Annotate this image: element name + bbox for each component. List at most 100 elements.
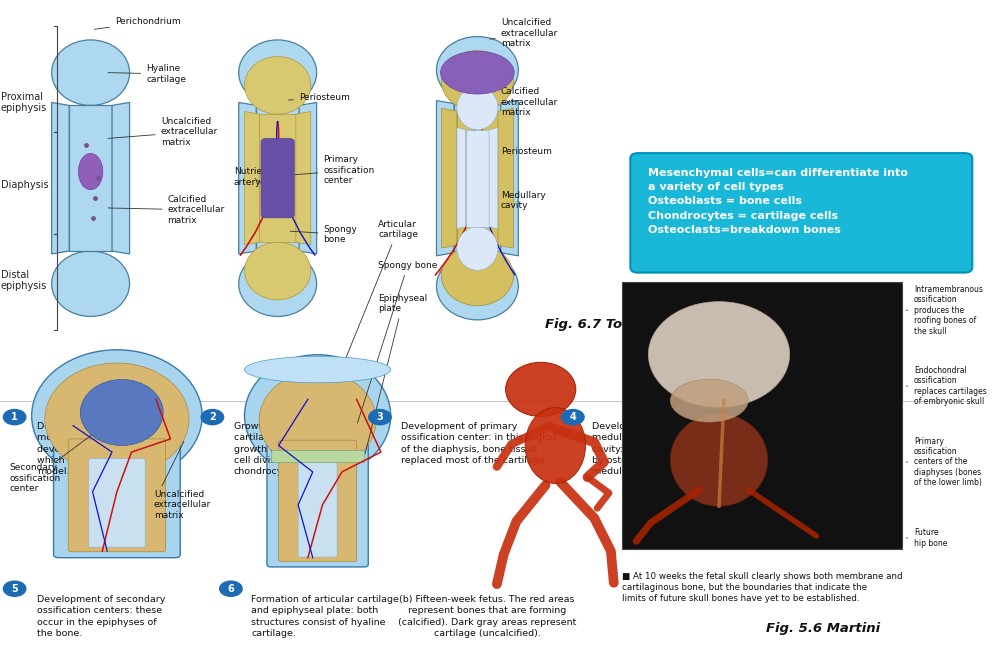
Text: Growth of
cartilage model:
growth occurs by
cell division of
chondrocytes.: Growth of cartilage model: growth occurs…: [234, 422, 316, 476]
Ellipse shape: [45, 363, 189, 475]
Text: 6: 6: [228, 583, 235, 594]
Polygon shape: [256, 106, 299, 251]
Polygon shape: [260, 114, 296, 242]
Ellipse shape: [52, 251, 130, 317]
Circle shape: [561, 409, 584, 425]
Text: Periosteum: Periosteum: [488, 147, 551, 156]
Ellipse shape: [437, 36, 518, 104]
Text: Distal
epiphysis: Distal epiphysis: [1, 270, 47, 291]
FancyBboxPatch shape: [271, 450, 365, 462]
Text: Diaphysis: Diaphysis: [1, 180, 49, 190]
Text: Secondary
ossification
center: Secondary ossification center: [10, 463, 61, 493]
Text: Perichondrium: Perichondrium: [94, 17, 181, 29]
FancyBboxPatch shape: [54, 432, 180, 558]
Ellipse shape: [32, 350, 202, 482]
Polygon shape: [457, 111, 498, 246]
Text: Primary
ossification
center: Primary ossification center: [295, 155, 375, 185]
Ellipse shape: [648, 302, 789, 407]
Ellipse shape: [52, 40, 130, 106]
Text: Primary
ossification
centers of the
diaphyses (bones
of the lower limb): Primary ossification centers of the diap…: [914, 437, 982, 487]
Text: ■ At 10 weeks the fetal skull clearly shows both membrane and
cartilaginous bone: ■ At 10 weeks the fetal skull clearly sh…: [621, 572, 902, 603]
Text: Calcified
extracellular
matrix: Calcified extracellular matrix: [490, 87, 558, 117]
Polygon shape: [437, 100, 454, 256]
Text: Fig. 6.7 Tortora: Fig. 6.7 Tortora: [544, 318, 659, 331]
Ellipse shape: [79, 154, 103, 190]
FancyBboxPatch shape: [630, 153, 972, 273]
Polygon shape: [52, 102, 69, 254]
Ellipse shape: [245, 356, 391, 383]
Polygon shape: [245, 112, 260, 245]
Polygon shape: [296, 112, 311, 245]
Ellipse shape: [441, 51, 514, 94]
Polygon shape: [500, 100, 518, 256]
Polygon shape: [498, 108, 513, 248]
FancyBboxPatch shape: [261, 139, 295, 218]
Circle shape: [369, 409, 392, 425]
Text: Articular
cartilage: Articular cartilage: [343, 220, 418, 365]
FancyBboxPatch shape: [68, 439, 166, 552]
Circle shape: [220, 581, 242, 597]
Ellipse shape: [245, 355, 391, 477]
Polygon shape: [466, 130, 490, 226]
Polygon shape: [442, 108, 457, 248]
FancyBboxPatch shape: [89, 459, 145, 547]
Ellipse shape: [239, 40, 317, 106]
Ellipse shape: [239, 251, 317, 317]
FancyBboxPatch shape: [298, 457, 337, 557]
Text: (b) Fifteen-week fetus. The red areas
represent bones that are forming
(calcifie: (b) Fifteen-week fetus. The red areas re…: [398, 595, 576, 638]
Polygon shape: [490, 128, 498, 228]
Polygon shape: [112, 102, 130, 254]
Text: Calcified
extracellular
matrix: Calcified extracellular matrix: [108, 195, 225, 225]
Ellipse shape: [245, 57, 311, 114]
FancyBboxPatch shape: [621, 282, 902, 549]
Polygon shape: [457, 128, 466, 228]
Text: Formation of articular cartilage
and epiphyseal plate: both
structures consist o: Formation of articular cartilage and epi…: [252, 595, 400, 638]
Text: Uncalcified
extracellular
matrix: Uncalcified extracellular matrix: [108, 117, 218, 147]
Text: Periosteum: Periosteum: [289, 93, 350, 102]
Text: 2: 2: [209, 412, 216, 422]
Polygon shape: [454, 104, 500, 253]
FancyBboxPatch shape: [279, 440, 357, 562]
Polygon shape: [69, 106, 112, 251]
Text: Uncalcified
extracellular
matrix: Uncalcified extracellular matrix: [154, 490, 211, 519]
Text: Uncalcified
extracellular
matrix: Uncalcified extracellular matrix: [490, 18, 558, 48]
Text: Intramembranous
ossification
produces the
roofing bones of
the skull: Intramembranous ossification produces th…: [914, 285, 983, 335]
Ellipse shape: [670, 414, 767, 506]
Text: 5: 5: [11, 583, 18, 594]
Text: Medullary
cavity: Medullary cavity: [476, 191, 545, 211]
Polygon shape: [299, 102, 317, 254]
Text: Hyaline
cartilage: Hyaline cartilage: [108, 64, 186, 84]
Ellipse shape: [442, 246, 513, 306]
Circle shape: [3, 409, 26, 425]
Text: Future
hip bone: Future hip bone: [914, 528, 947, 548]
Ellipse shape: [437, 253, 518, 320]
Ellipse shape: [245, 242, 311, 300]
Ellipse shape: [525, 407, 585, 484]
Text: Fig. 5.6 Martini: Fig. 5.6 Martini: [766, 622, 880, 635]
Text: Development of cartilage
model: mesenchymal cells
develop into chondroblasts,
wh: Development of cartilage model: mesenchy…: [37, 422, 169, 476]
Circle shape: [3, 581, 26, 597]
Text: 4: 4: [569, 412, 576, 422]
Text: Development of the
medullary (marrow)
cavity: bone breakdown
by osteoclasts form: Development of the medullary (marrow) ca…: [592, 422, 709, 476]
Text: Spongy
bone: Spongy bone: [290, 224, 358, 244]
Text: 1: 1: [11, 412, 18, 422]
Text: Mesenchymal cells=can differentiate into
a variety of cell types
Osteoblasts = b: Mesenchymal cells=can differentiate into…: [648, 168, 908, 235]
Text: 3: 3: [377, 412, 384, 422]
Ellipse shape: [505, 362, 575, 416]
Text: Spongy bone: Spongy bone: [358, 261, 438, 423]
Text: Development of primary
ossification center: in this region
of the diaphysis, bon: Development of primary ossification cent…: [402, 422, 556, 465]
Ellipse shape: [442, 51, 513, 111]
Circle shape: [201, 409, 224, 425]
Text: Epiphyseal
plate: Epiphyseal plate: [365, 294, 428, 454]
Text: Proximal
epiphysis: Proximal epiphysis: [1, 92, 47, 113]
Text: Development of secondary
ossification centers: these
occur in the epiphyses of
t: Development of secondary ossification ce…: [37, 595, 166, 638]
Text: Nutrient
artery: Nutrient artery: [234, 167, 272, 187]
Ellipse shape: [80, 379, 163, 446]
Text: Endochondral
ossification
replaces cartilages
of embryonic skull: Endochondral ossification replaces carti…: [914, 366, 987, 406]
Ellipse shape: [457, 86, 498, 130]
Polygon shape: [239, 102, 256, 254]
FancyBboxPatch shape: [267, 433, 369, 567]
Ellipse shape: [457, 226, 498, 271]
Ellipse shape: [259, 372, 376, 469]
Ellipse shape: [670, 379, 748, 422]
